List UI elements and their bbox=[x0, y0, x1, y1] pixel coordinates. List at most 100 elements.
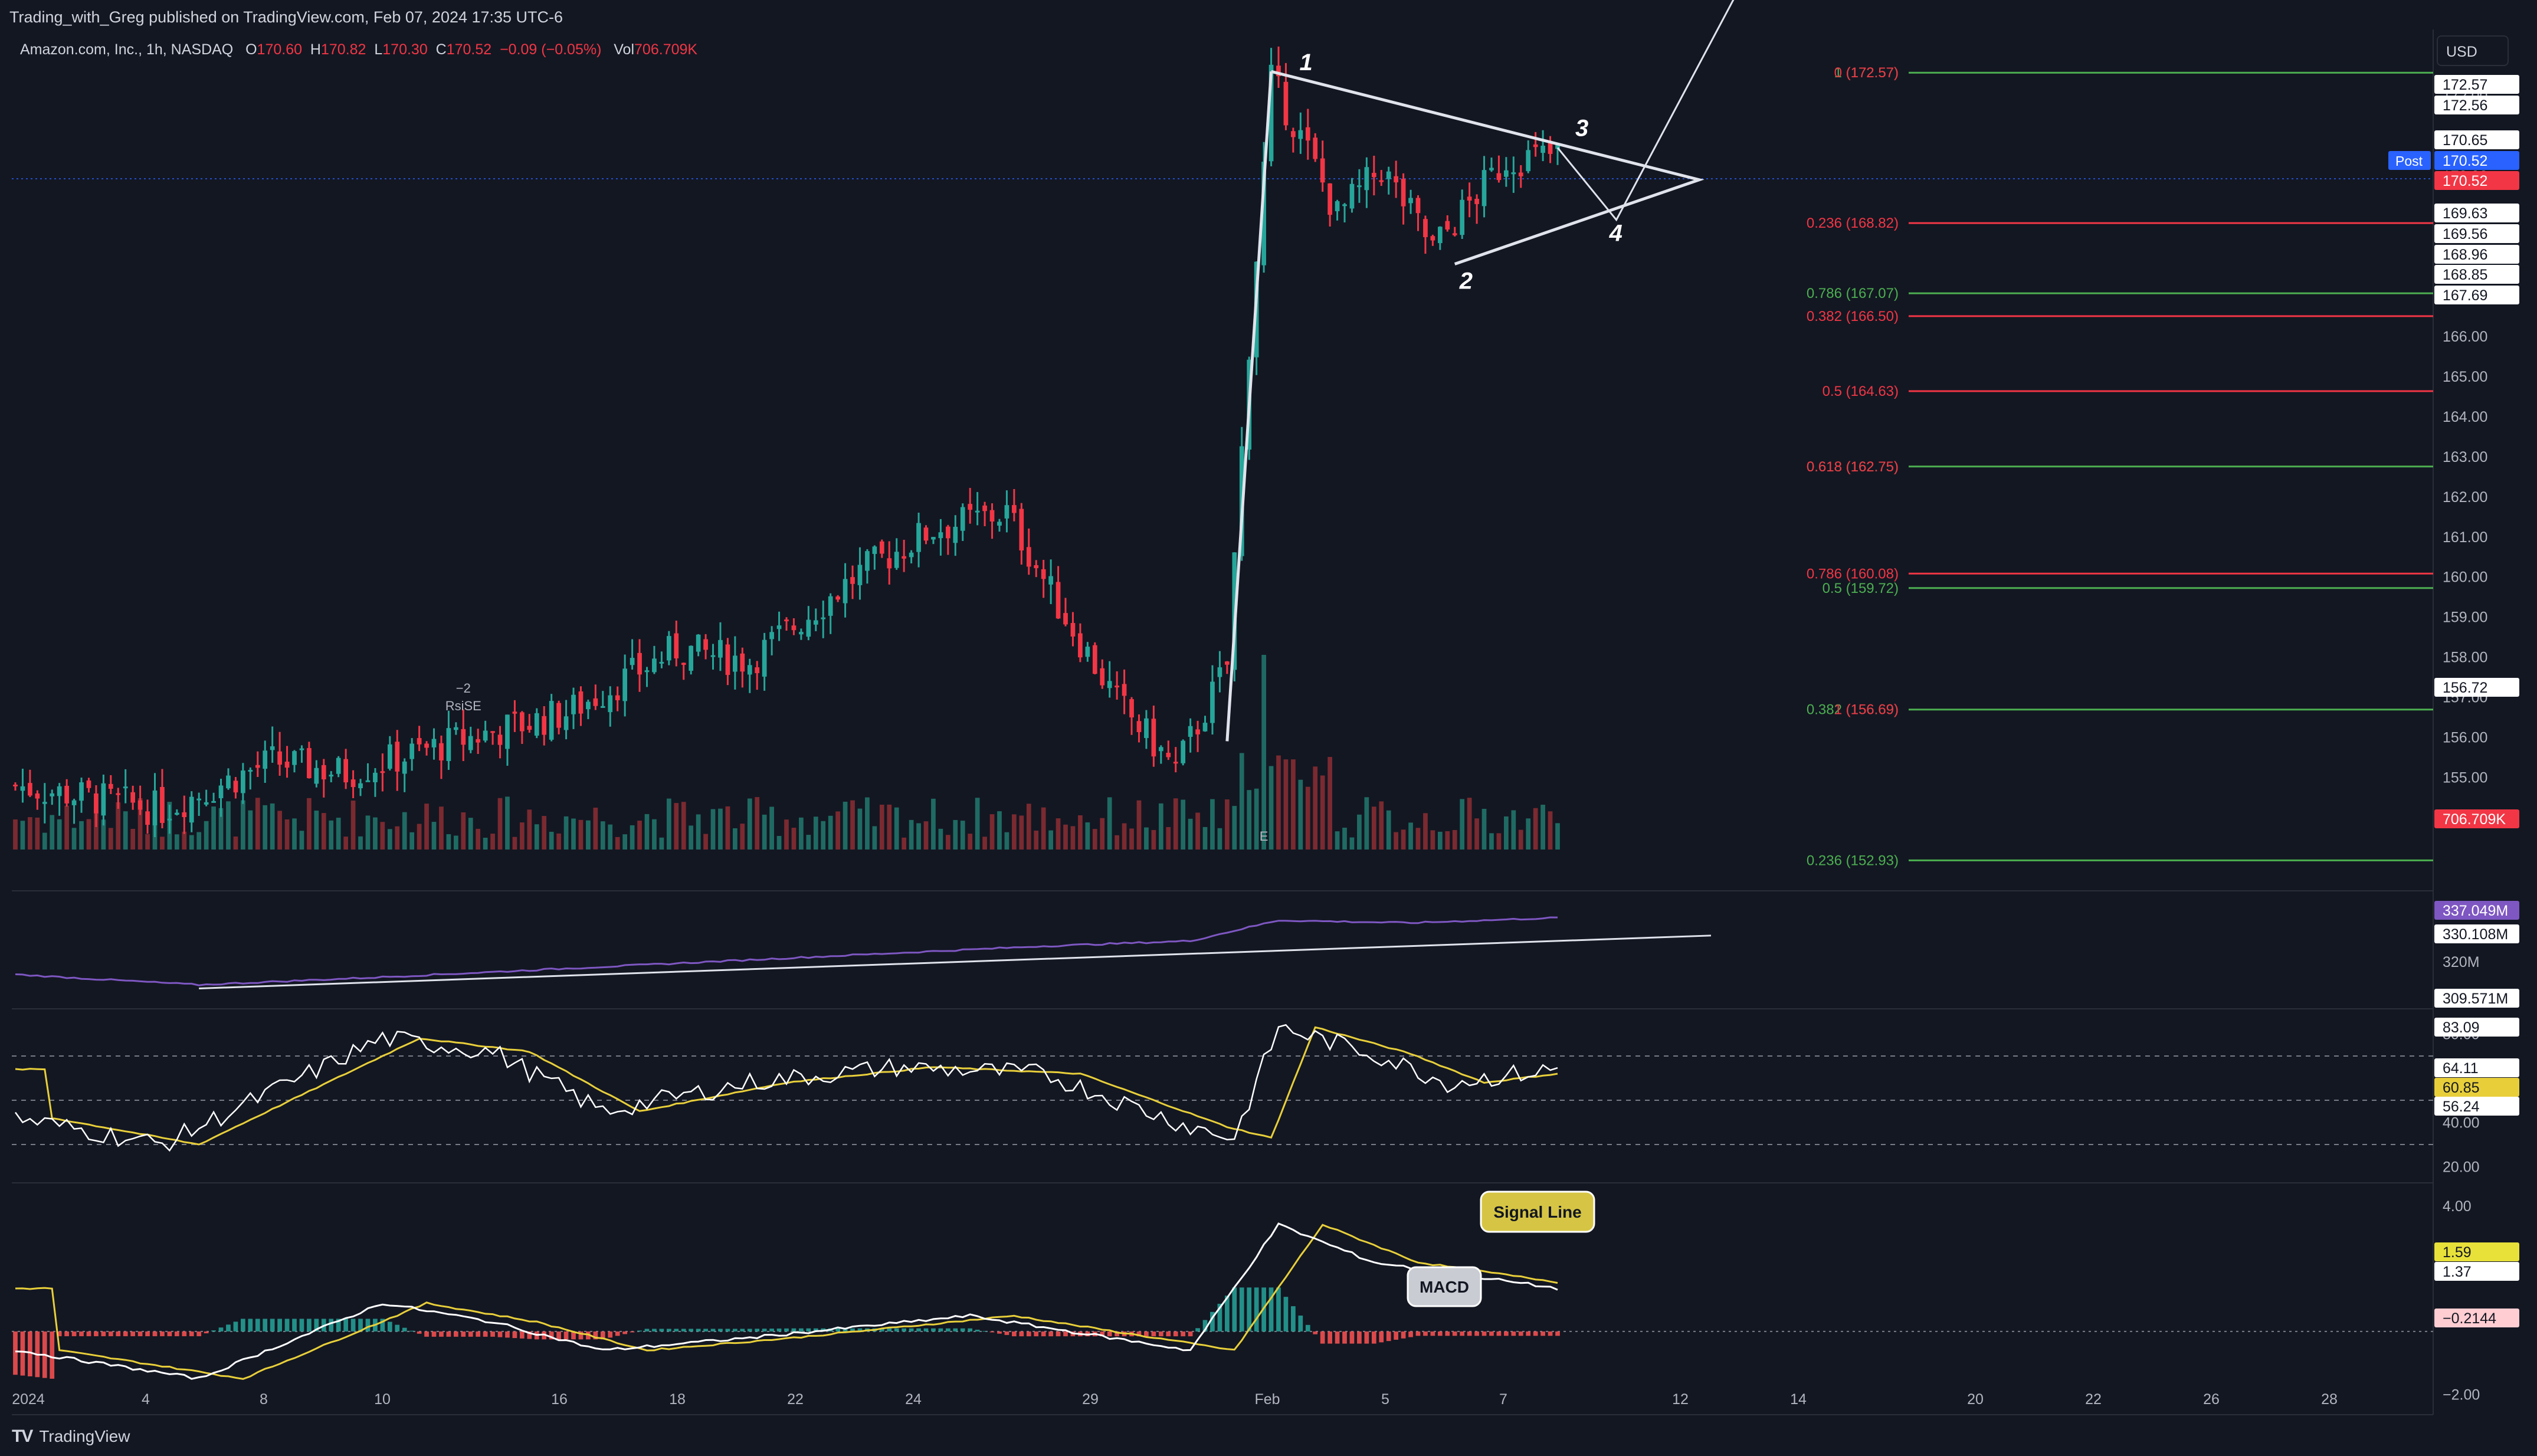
candle-body bbox=[762, 640, 767, 677]
candle-body bbox=[512, 711, 517, 714]
obv-scale-label-bg bbox=[2434, 989, 2519, 1008]
macd-histogram-bar bbox=[718, 1329, 723, 1332]
macd-histogram-bar bbox=[284, 1319, 290, 1332]
fib-level-label: 0.618 (162.75) bbox=[1807, 459, 1899, 475]
macd-histogram-bar bbox=[563, 1331, 569, 1340]
macd-histogram-bar bbox=[1357, 1331, 1362, 1344]
volume-bar bbox=[1408, 822, 1413, 850]
candle-body bbox=[189, 796, 194, 823]
volume-bar bbox=[1012, 814, 1017, 850]
x-axis-tick-label: 8 bbox=[260, 1391, 268, 1408]
rsi-scale-label: 60.85 bbox=[2443, 1080, 2480, 1096]
candle-body bbox=[850, 577, 855, 584]
volume-bar bbox=[329, 820, 334, 850]
price-scale-label-bg bbox=[2434, 265, 2519, 284]
volume-bar bbox=[50, 815, 55, 850]
volume-bar bbox=[424, 804, 429, 850]
volume-bar bbox=[1320, 775, 1325, 850]
volume-bar bbox=[755, 797, 760, 850]
macd-histogram-bar bbox=[1181, 1331, 1186, 1337]
candle-body bbox=[1357, 185, 1362, 188]
volume-bar bbox=[233, 836, 238, 850]
macd-histogram-bar bbox=[152, 1331, 158, 1336]
volume-bar bbox=[108, 828, 113, 850]
macd-histogram-bar bbox=[255, 1319, 260, 1332]
volume-bar bbox=[20, 821, 25, 850]
candle-body bbox=[725, 644, 730, 675]
volume-bar bbox=[578, 819, 584, 850]
volume-bar bbox=[1283, 759, 1289, 850]
candle-body bbox=[821, 617, 826, 619]
macd-callout-label: MACD bbox=[1420, 1278, 1469, 1296]
symbol-title[interactable]: Amazon.com, Inc., 1h, NASDAQ bbox=[20, 41, 234, 58]
macd-histogram-bar bbox=[740, 1329, 745, 1332]
candle-body bbox=[1305, 127, 1310, 141]
volume-bar bbox=[1217, 828, 1222, 850]
volume-bar bbox=[94, 811, 99, 850]
volume-bar bbox=[1335, 831, 1340, 850]
volume-bar bbox=[902, 837, 907, 850]
volume-bar bbox=[608, 824, 613, 850]
candle-body bbox=[241, 770, 245, 793]
candle-body bbox=[1394, 176, 1399, 183]
candle-body bbox=[975, 510, 980, 513]
volume-bar bbox=[321, 813, 326, 850]
signal-line bbox=[15, 1224, 1558, 1380]
currency-selector[interactable]: USD bbox=[2437, 35, 2509, 66]
volume-bar bbox=[586, 820, 591, 850]
candle-body bbox=[1166, 752, 1171, 757]
macd-histogram-bar bbox=[1452, 1331, 1457, 1336]
macd-histogram-bar bbox=[270, 1319, 275, 1332]
footer-brand[interactable]: TV TradingView bbox=[12, 1427, 130, 1447]
macd-histogram-bar bbox=[1268, 1287, 1274, 1332]
macd-histogram-bar bbox=[1173, 1331, 1178, 1337]
volume-bar bbox=[821, 821, 826, 850]
volume-bar bbox=[270, 803, 275, 850]
macd-histogram-bar bbox=[137, 1331, 143, 1336]
candle-body bbox=[86, 780, 91, 788]
volume-bar bbox=[57, 819, 62, 850]
candle-body bbox=[336, 757, 341, 774]
macd-histogram-bar bbox=[1481, 1331, 1487, 1336]
candle-body bbox=[1181, 740, 1186, 763]
candle-body bbox=[64, 785, 69, 804]
macd-histogram-bar bbox=[1474, 1331, 1479, 1336]
candle-body bbox=[1026, 547, 1031, 567]
macd-histogram-bar bbox=[196, 1331, 202, 1336]
candle-body bbox=[909, 552, 914, 558]
macd-histogram-bar bbox=[1188, 1331, 1193, 1337]
candle-body bbox=[923, 527, 929, 541]
price-scale-label-bg bbox=[2434, 75, 2519, 94]
price-axis-tick: 161.00 bbox=[2443, 529, 2487, 546]
volume-bar bbox=[1085, 822, 1090, 850]
macd-histogram-bar bbox=[1247, 1287, 1252, 1332]
volume-bar bbox=[314, 810, 319, 850]
candle-body bbox=[152, 790, 158, 825]
volume-bar bbox=[710, 809, 716, 850]
volume-bar bbox=[101, 819, 106, 850]
price-scale-label-bg bbox=[2434, 171, 2519, 190]
volume-bar bbox=[145, 834, 150, 850]
volume-bar bbox=[483, 837, 488, 850]
volume-bar bbox=[850, 800, 855, 850]
macd-histogram-bar bbox=[483, 1331, 488, 1337]
macd-histogram-bar bbox=[1526, 1331, 1531, 1336]
volume-bar bbox=[593, 808, 598, 850]
volume-bar bbox=[1070, 826, 1076, 850]
volume-bar bbox=[1504, 816, 1509, 850]
volume-bar bbox=[130, 828, 136, 850]
volume-bar bbox=[1349, 837, 1355, 850]
macd-histogram-bar bbox=[762, 1329, 767, 1332]
macd-histogram-bar bbox=[608, 1331, 613, 1338]
candle-body bbox=[1217, 667, 1222, 677]
volume-bar bbox=[997, 811, 1002, 850]
rsi-scale-label-bg bbox=[2434, 1058, 2519, 1077]
price-axis-tick: 164.00 bbox=[2443, 409, 2487, 425]
candle-body bbox=[902, 556, 907, 559]
volume-bar bbox=[336, 818, 341, 850]
price-scale-label: 170.52 bbox=[2443, 153, 2487, 169]
volume-bar bbox=[681, 802, 686, 850]
candle-body bbox=[1063, 613, 1068, 625]
volume-bar bbox=[989, 814, 995, 850]
macd-histogram-bar bbox=[689, 1329, 694, 1332]
